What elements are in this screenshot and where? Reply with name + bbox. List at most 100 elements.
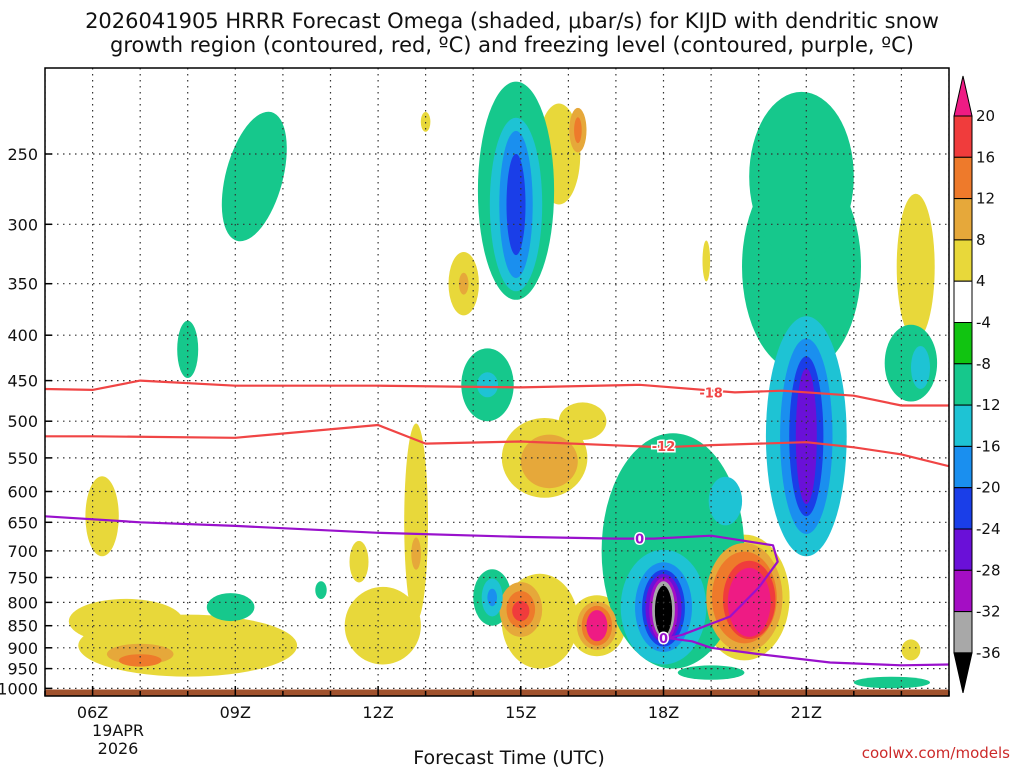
colorbar: 20 16 12 8 4 -4 -8 -12 -16 -20 -24 -28 -32 -36 bbox=[953, 75, 1001, 694]
x-axis-title: Forecast Time (UTC) bbox=[413, 747, 604, 768]
chart-title-line-1: 2026041905 HRRR Forecast Omega (shaded, … bbox=[85, 9, 939, 33]
omega-region bbox=[344, 586, 421, 665]
omega-region bbox=[574, 117, 582, 144]
freezing-level-contour bbox=[45, 515, 949, 667]
colorbar-segment bbox=[953, 445, 973, 489]
omega-region bbox=[853, 676, 931, 689]
plot-frame bbox=[44, 67, 950, 697]
omega-region bbox=[506, 153, 526, 256]
contour-label: 0 bbox=[659, 632, 668, 647]
colorbar-label: -12 bbox=[976, 396, 1001, 414]
date-label-year: 2026 bbox=[98, 739, 139, 758]
omega-region bbox=[727, 567, 771, 637]
colorbar-segment bbox=[953, 156, 973, 200]
time-tick-label: 12Z bbox=[362, 703, 393, 722]
colorbar-segment bbox=[953, 75, 973, 117]
colorbar-label: -24 bbox=[976, 520, 1001, 538]
temperature-contours: -18 -12 0 0 bbox=[45, 379, 949, 667]
time-tick-label: 15Z bbox=[505, 703, 536, 722]
time-tick-label: 09Z bbox=[220, 703, 251, 722]
pressure-tick-label: 350 bbox=[7, 275, 38, 294]
omega-region bbox=[520, 434, 578, 489]
omega-region bbox=[85, 476, 119, 557]
colorbar-segment bbox=[953, 404, 973, 447]
terrain-surface bbox=[45, 689, 949, 696]
omega-region bbox=[420, 112, 431, 132]
omega-region bbox=[477, 372, 498, 398]
colorbar-label: 16 bbox=[976, 148, 995, 166]
pressure-axis: 250 300 350 400 450 500 550 600 650 700 750 800 850 9… bbox=[0, 145, 52, 698]
colorbar-segment bbox=[953, 487, 973, 530]
colorbar-label: -8 bbox=[976, 355, 991, 373]
pressure-tick-label: 700 bbox=[7, 542, 38, 561]
colorbar-segment bbox=[953, 115, 973, 158]
date-label-day: 19APR bbox=[92, 721, 144, 740]
colorbar-segment bbox=[953, 198, 973, 241]
chart-title-line-2: growth region (contoured, red, ºC) and f… bbox=[110, 33, 914, 57]
omega-region bbox=[749, 91, 854, 262]
gridlines bbox=[45, 68, 949, 696]
omega-region bbox=[349, 540, 369, 583]
pressure-tick-label: 900 bbox=[7, 639, 38, 658]
contour-label: -18 bbox=[699, 386, 723, 401]
colorbar-label: -28 bbox=[976, 561, 1001, 579]
omega-region bbox=[458, 272, 469, 295]
pressure-tick-label: 750 bbox=[7, 569, 38, 588]
omega-region bbox=[512, 600, 530, 622]
omega-region bbox=[118, 654, 162, 667]
dendritic-contour bbox=[45, 379, 949, 407]
time-tick-label: 06Z bbox=[77, 703, 108, 722]
colorbar-label: 12 bbox=[976, 190, 995, 208]
time-tick-label: 21Z bbox=[791, 703, 822, 722]
omega-region bbox=[404, 423, 428, 622]
omega-region bbox=[558, 402, 607, 441]
omega-region bbox=[795, 368, 817, 505]
pressure-tick-label: 450 bbox=[7, 372, 38, 391]
time-axis: 06Z 09Z 12Z 15Z 18Z 21Z bbox=[44, 686, 950, 722]
pressure-tick-label: 850 bbox=[7, 617, 38, 636]
omega-shading bbox=[68, 81, 938, 689]
pressure-tick-label: 800 bbox=[7, 593, 38, 612]
pressure-tick-label: 550 bbox=[7, 449, 38, 468]
omega-region bbox=[315, 581, 327, 599]
colorbar-label: -20 bbox=[976, 479, 1001, 497]
colorbar-label: -36 bbox=[976, 644, 1001, 662]
colorbar-label: 20 bbox=[976, 107, 995, 125]
colorbar-label: -4 bbox=[976, 314, 991, 332]
pressure-tick-label: 400 bbox=[7, 326, 38, 345]
colorbar-segment bbox=[953, 528, 973, 571]
time-tick-label: 18Z bbox=[648, 703, 679, 722]
colorbar-label: 4 bbox=[976, 272, 986, 290]
omega-region bbox=[487, 588, 498, 607]
omega-region bbox=[654, 585, 673, 637]
pressure-tick-label: 500 bbox=[7, 412, 38, 431]
contour-label: -12 bbox=[652, 440, 676, 455]
dendritic-contour bbox=[45, 423, 949, 468]
colorbar-segment bbox=[953, 363, 973, 406]
omega-region bbox=[177, 320, 199, 378]
omega-region bbox=[702, 240, 711, 282]
colorbar-segment bbox=[953, 569, 973, 613]
colorbar-label: -16 bbox=[976, 437, 1001, 455]
pressure-tick-label: 600 bbox=[7, 483, 38, 502]
omega-region bbox=[221, 111, 287, 242]
omega-region bbox=[677, 665, 745, 680]
omega-region bbox=[911, 346, 930, 389]
colorbar-segment bbox=[953, 239, 973, 282]
omega-region bbox=[586, 610, 608, 642]
omega-region bbox=[901, 639, 921, 661]
colorbar-segment bbox=[953, 611, 973, 654]
pressure-tick-label: 300 bbox=[7, 215, 38, 234]
pressure-tick-label: 250 bbox=[7, 145, 38, 164]
contour-label: 0 bbox=[635, 533, 644, 548]
omega-region bbox=[708, 476, 743, 526]
colorbar-segment bbox=[953, 322, 973, 365]
colorbar-segment bbox=[953, 652, 973, 694]
colorbar-label: 8 bbox=[976, 231, 986, 249]
omega-region bbox=[68, 598, 183, 644]
omega-region bbox=[411, 537, 421, 570]
credit-text: coolwx.com/models bbox=[862, 744, 1010, 762]
colorbar-segment bbox=[953, 280, 973, 324]
pressure-tick-label: 650 bbox=[7, 513, 38, 532]
